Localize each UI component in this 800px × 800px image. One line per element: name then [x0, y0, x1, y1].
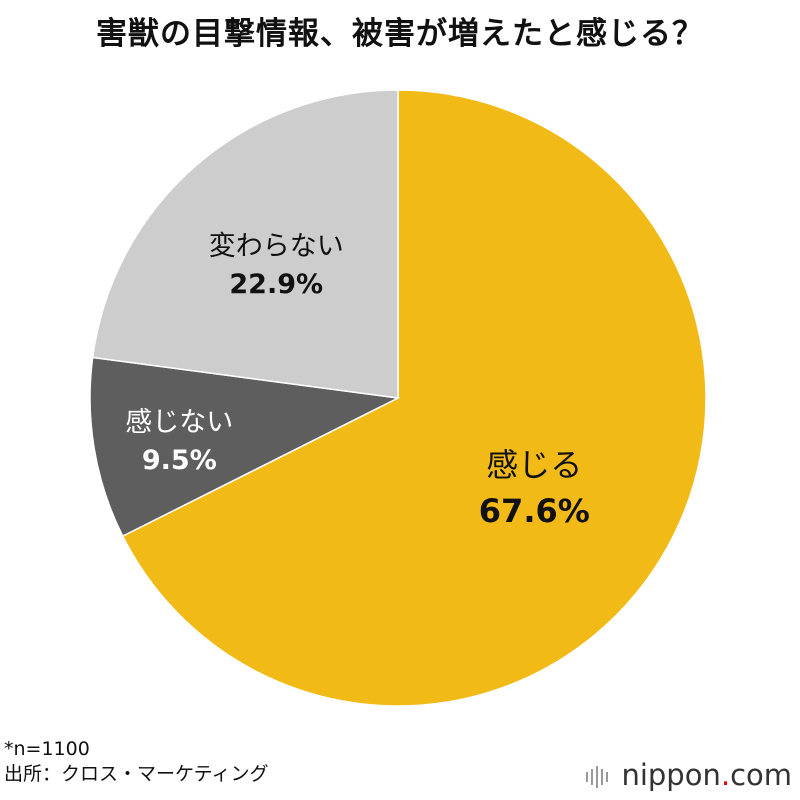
brand-suffix: com — [730, 758, 792, 792]
footnote: *n=1100 出所：クロス・マーケティング — [4, 737, 268, 787]
brand-dot: . — [720, 758, 731, 792]
slice-value-2: 9.5% — [142, 445, 217, 476]
pie-slice-1 — [121, 89, 707, 707]
slice-label-2: 感じない — [125, 407, 233, 438]
chart-title: 害獣の目撃情報、被害が増えたと感じる？ — [96, 16, 704, 52]
brand-logo: nippon. com — [586, 758, 792, 792]
sample-size-note: *n=1100 — [4, 738, 90, 760]
source-note: 出所：クロス・マーケティング — [4, 763, 269, 785]
slice-value-1: 67.6% — [479, 492, 590, 530]
slice-label-3: 変わらない — [209, 231, 344, 262]
brand-name: nippon — [621, 758, 721, 792]
sound-bars-icon — [586, 758, 611, 792]
slice-label-1: 感じる — [486, 446, 582, 484]
pie-slice-3 — [91, 89, 399, 399]
pie-slice-2 — [89, 356, 401, 538]
slice-value-3: 22.9% — [229, 269, 323, 300]
